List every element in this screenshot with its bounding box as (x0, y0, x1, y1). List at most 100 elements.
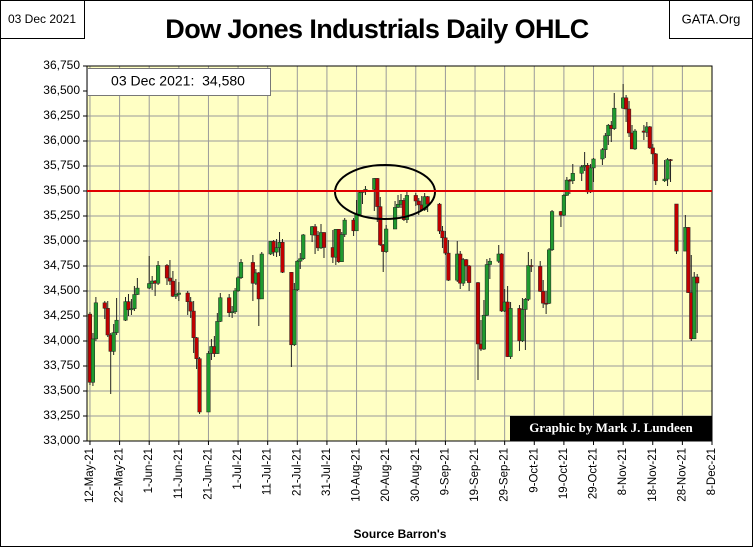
candle-body (191, 310, 196, 338)
candle-body (259, 253, 264, 300)
candle-body (579, 166, 584, 174)
candle-body (238, 262, 244, 278)
x-tick-label: 19-Sep-21 (469, 448, 481, 502)
candle-body (126, 301, 131, 311)
y-tick-label: 34,500 (43, 283, 80, 297)
candle-body (564, 179, 569, 196)
site-text: GATA.Org (682, 11, 741, 26)
candle-body (194, 337, 199, 359)
candle-body (416, 200, 421, 206)
candle-body (544, 302, 549, 305)
candle-body (668, 159, 673, 161)
candle-body (467, 265, 472, 283)
y-tick-label: 33,250 (43, 408, 80, 422)
x-tick-label: 20-Aug-21 (380, 448, 392, 502)
candle-body (384, 228, 389, 252)
candle-body (230, 311, 235, 314)
y-tick-label: 36,000 (43, 133, 80, 147)
date-box-text: 03 Dec 2021 (8, 12, 76, 26)
candle-body (529, 265, 534, 267)
candle-body (173, 294, 178, 297)
y-tick-label: 33,000 (43, 433, 80, 447)
candle-body (612, 107, 617, 129)
candle-body (443, 237, 448, 254)
candle-body (662, 178, 667, 182)
candle-body (665, 159, 670, 180)
candle-body (156, 265, 161, 284)
y-tick-label: 35,750 (43, 158, 80, 172)
candle-body (342, 219, 347, 235)
candle-body (413, 195, 418, 202)
candle-body (600, 149, 605, 160)
candle-body (197, 358, 202, 413)
candle-body (292, 289, 297, 346)
candle-body (464, 259, 469, 267)
candle-body (274, 247, 279, 253)
candle-body (378, 206, 383, 246)
candle-body (508, 308, 513, 357)
candle-body (233, 290, 238, 313)
candle-body (695, 276, 700, 284)
candle-body (218, 297, 223, 322)
plot-area (87, 66, 712, 441)
y-tick-label: 35,250 (43, 208, 80, 222)
date-box (0, 0, 85, 39)
x-tick-label: 21-Jun-21 (202, 448, 214, 500)
candle-body (561, 195, 566, 216)
candle-body (354, 214, 359, 232)
candle-body (271, 241, 276, 253)
candle-body (692, 276, 697, 340)
candle-body (591, 158, 596, 169)
candle-body (549, 211, 555, 251)
candle-body (499, 253, 504, 312)
candle-body (570, 173, 575, 181)
y-tick-label: 36,250 (43, 108, 80, 122)
candle-body (164, 265, 170, 279)
candle-body (481, 314, 486, 350)
x-tick-label: 12-May-21 (84, 448, 96, 503)
candle-body (606, 124, 611, 136)
y-tick-label: 33,500 (43, 383, 80, 397)
candle-body (650, 147, 655, 155)
y-tick-label: 35,000 (43, 233, 80, 247)
candle-body (132, 294, 137, 309)
candle-body (301, 234, 306, 259)
candle-body (484, 264, 489, 316)
candle-body (653, 153, 658, 182)
candle-body (188, 301, 193, 312)
site-box (669, 0, 753, 39)
y-tick-label: 34,000 (43, 333, 80, 347)
candle-body (321, 232, 327, 248)
candle-body (395, 204, 401, 208)
candle-body (627, 108, 632, 134)
candle-body (440, 230, 445, 239)
x-tick-label: 29-Sep-21 (499, 448, 511, 502)
candle-body (446, 252, 451, 281)
candle-body (541, 291, 546, 304)
x-tick-label: 29-Oct-21 (588, 448, 600, 499)
candle-body (357, 192, 362, 215)
candle-body (176, 292, 181, 295)
x-tick-label: 28-Nov-21 (676, 448, 688, 502)
candle-body (375, 178, 380, 207)
y-tick-label: 34,250 (43, 308, 80, 322)
candle-body (135, 287, 140, 295)
x-tick-label: 22-May-21 (114, 448, 126, 503)
candle-body (425, 196, 430, 205)
candle-body (167, 277, 172, 282)
candle-body (647, 126, 652, 149)
plot-border (86, 65, 713, 442)
candle-body (236, 277, 241, 292)
candle-body (90, 338, 95, 383)
candle-body (404, 195, 409, 220)
candle-body (313, 226, 318, 236)
candle-body (461, 259, 466, 284)
candle-body (686, 227, 691, 293)
candle-body (105, 308, 110, 336)
x-tick-label: 1-Jul-21 (232, 448, 244, 490)
x-tick-label: 11-Jun-21 (173, 448, 185, 499)
candle-body (114, 319, 119, 333)
x-tick-label: 9-Oct-21 (528, 448, 540, 493)
